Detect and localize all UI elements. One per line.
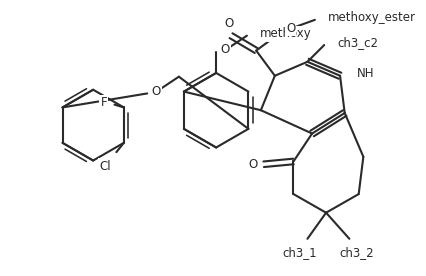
- Text: O: O: [152, 85, 161, 98]
- Text: methoxy: methoxy: [259, 27, 311, 40]
- Text: O: O: [224, 17, 233, 30]
- Text: ch3_c2: ch3_c2: [337, 36, 377, 49]
- Text: Cl: Cl: [99, 160, 110, 172]
- Text: O: O: [248, 158, 257, 171]
- Text: methoxy_ester: methoxy_ester: [327, 10, 415, 23]
- Text: NH: NH: [356, 67, 374, 80]
- Text: O: O: [220, 43, 230, 56]
- Text: ch3_1: ch3_1: [282, 246, 317, 259]
- Text: ch3_2: ch3_2: [339, 246, 373, 259]
- Text: F: F: [100, 96, 107, 109]
- Text: O: O: [285, 22, 294, 35]
